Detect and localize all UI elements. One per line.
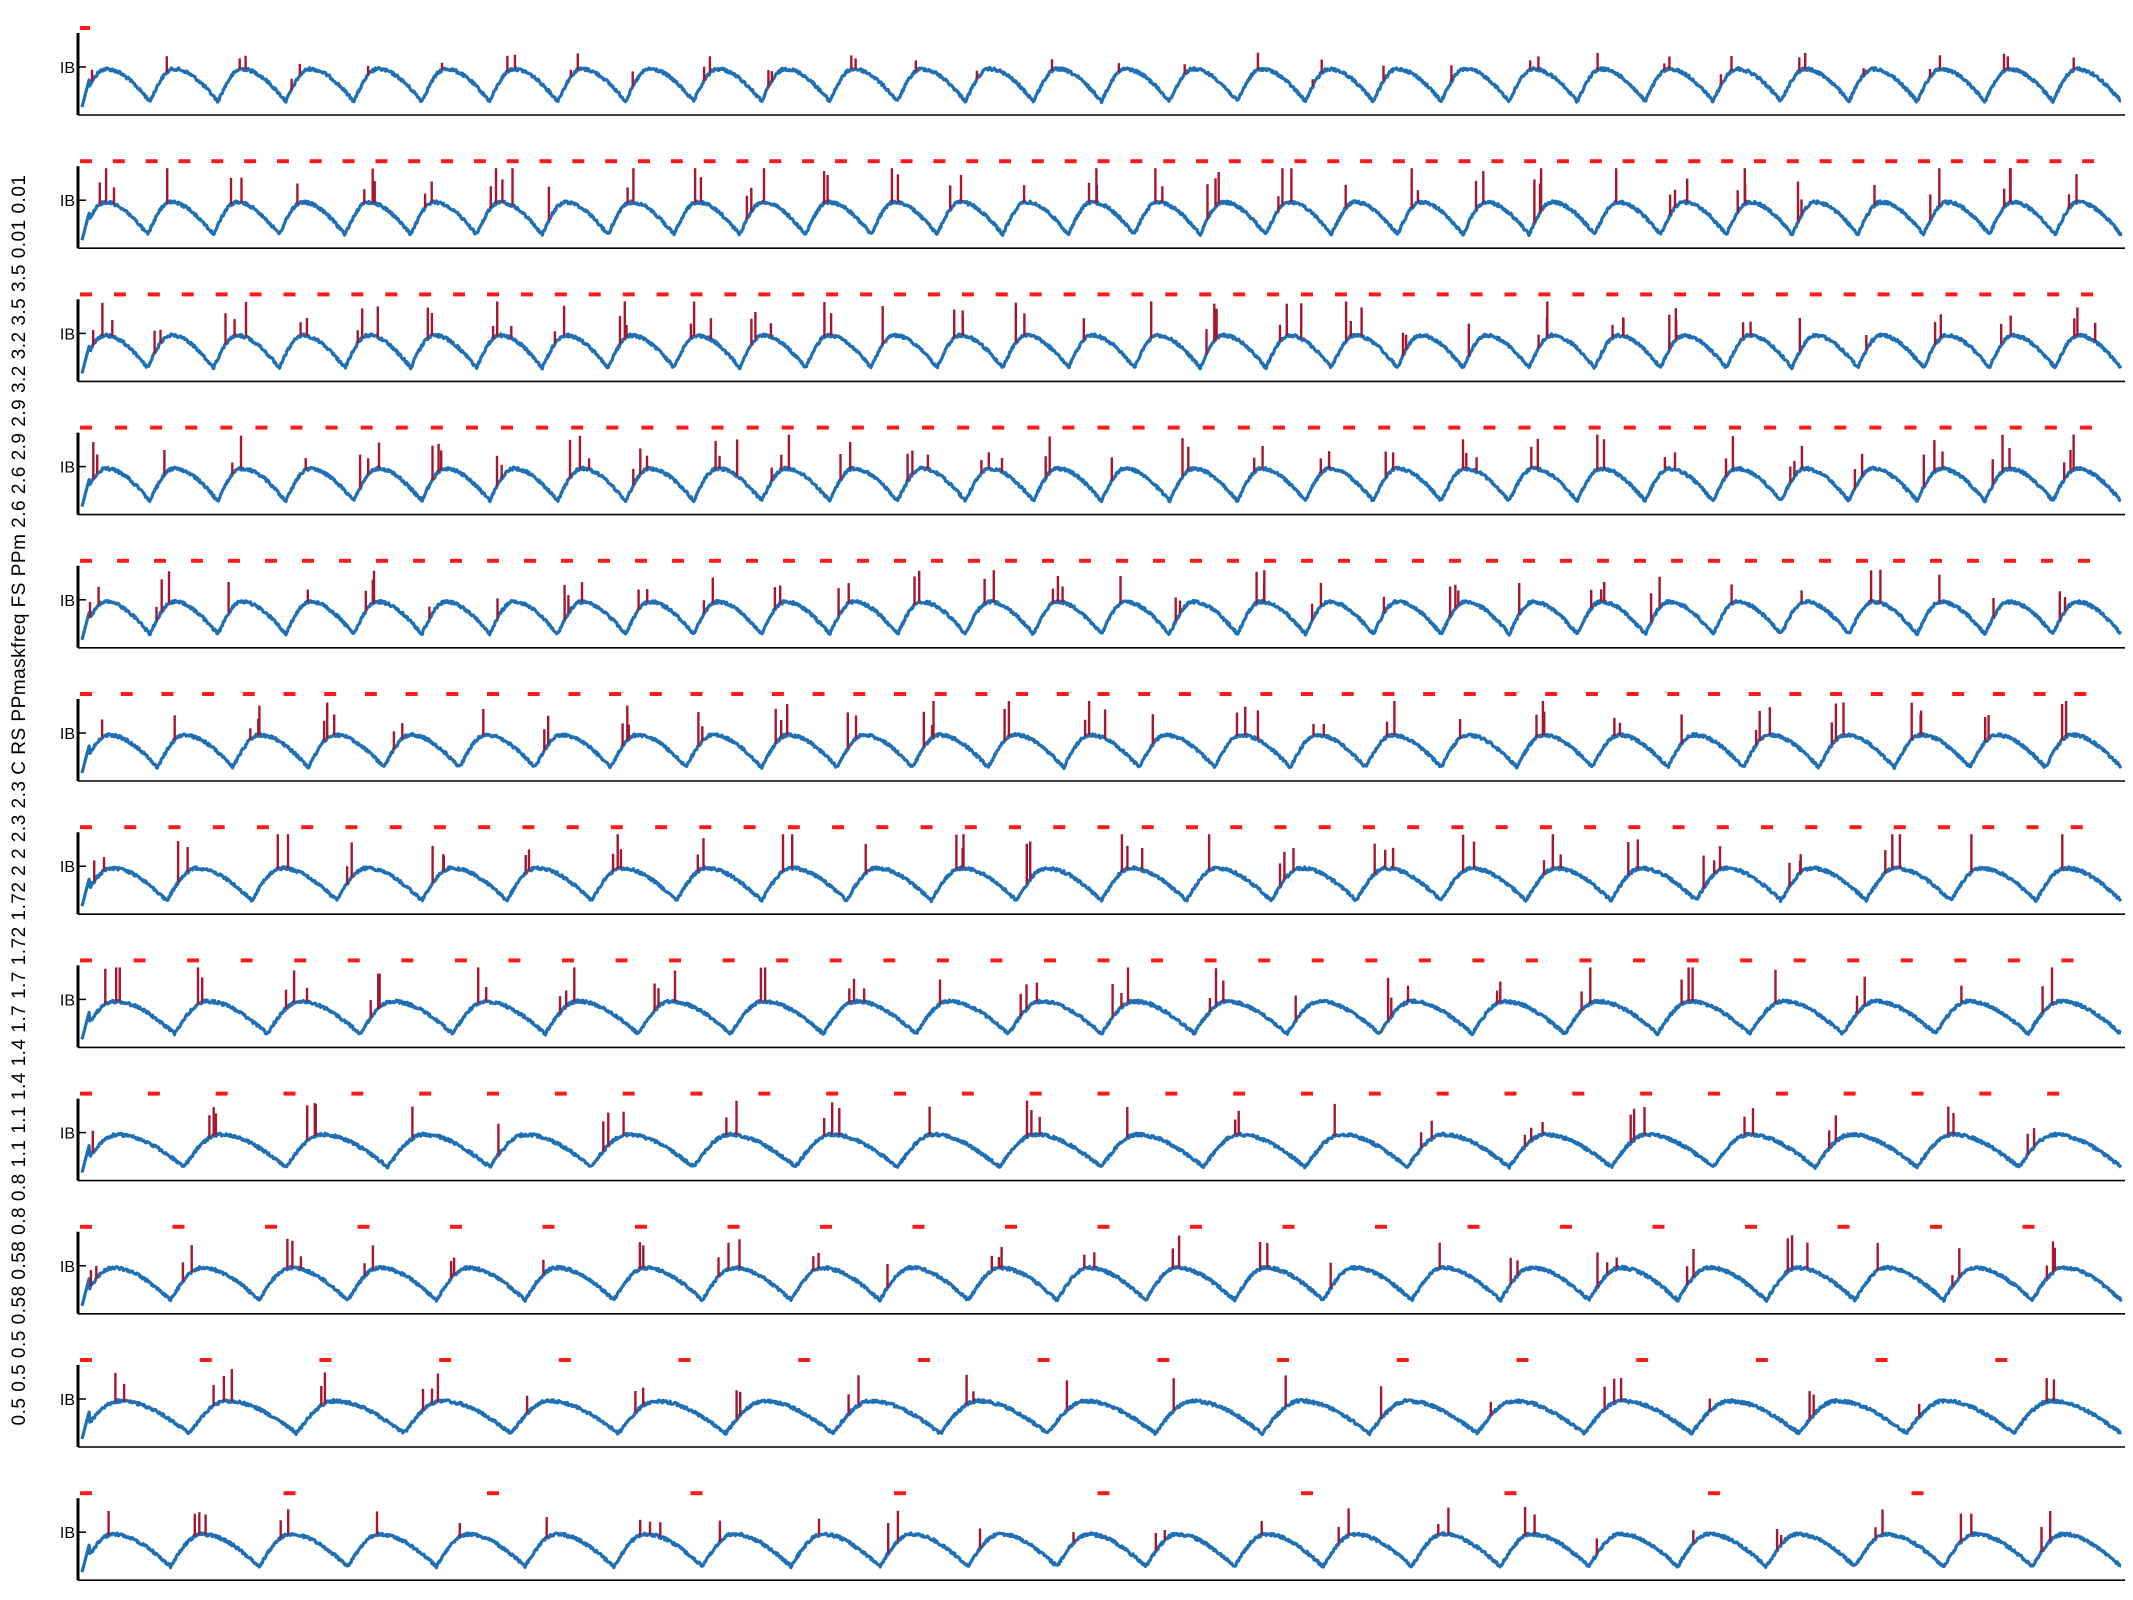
signal-trace [80,598,2123,641]
panel-4: IB [60,425,2125,516]
y-tick-label: IB [60,1259,75,1276]
y-tick-label: IB [60,1392,75,1409]
panel-2: IB [60,159,2125,249]
y-tick-label: IB [60,1525,75,1542]
panel-7: IB [60,825,2125,916]
y-axis-label: 0.5 0.5 0.5 0.58 0.58 0.8 0.8 1.1 1.1 1.… [9,174,30,1426]
signal-trace [80,1397,2123,1440]
signal-trace [80,1531,2122,1573]
y-tick-label: IB [60,326,75,343]
signal-trace [80,332,2123,374]
signal-trace [80,865,2123,907]
signal-trace [80,199,2123,241]
y-tick-label: IB [60,593,75,610]
panel-11: IB [60,1358,2125,1448]
panel-9: IB [60,1091,2125,1182]
panel-6: IB [60,692,2125,782]
signal-trace [80,998,2122,1040]
signal-trace [80,65,2122,108]
signal-trace [80,1131,2123,1174]
panel-3: IB [60,292,2125,383]
y-tick-label: IB [60,859,75,876]
panel-10: IB [60,1224,2125,1315]
y-tick-label: IB [60,992,75,1009]
y-tick-label: IB [60,193,75,210]
y-tick-label: IB [60,726,75,743]
panel-1: IB [60,26,2125,116]
panel-8: IB [60,958,2125,1049]
signal-trace [80,731,2123,774]
y-tick-label: IB [60,1126,75,1143]
y-axis-label-container: 0.5 0.5 0.5 0.58 0.58 0.8 0.8 1.1 1.1 1.… [0,0,40,1600]
panel-12: IB [60,1491,2125,1581]
y-tick-label: IB [60,460,75,477]
y-tick-label: IB [60,60,75,77]
panel-5: IB [60,558,2125,649]
signal-trace [80,465,2122,508]
signal-trace [80,1264,2123,1307]
